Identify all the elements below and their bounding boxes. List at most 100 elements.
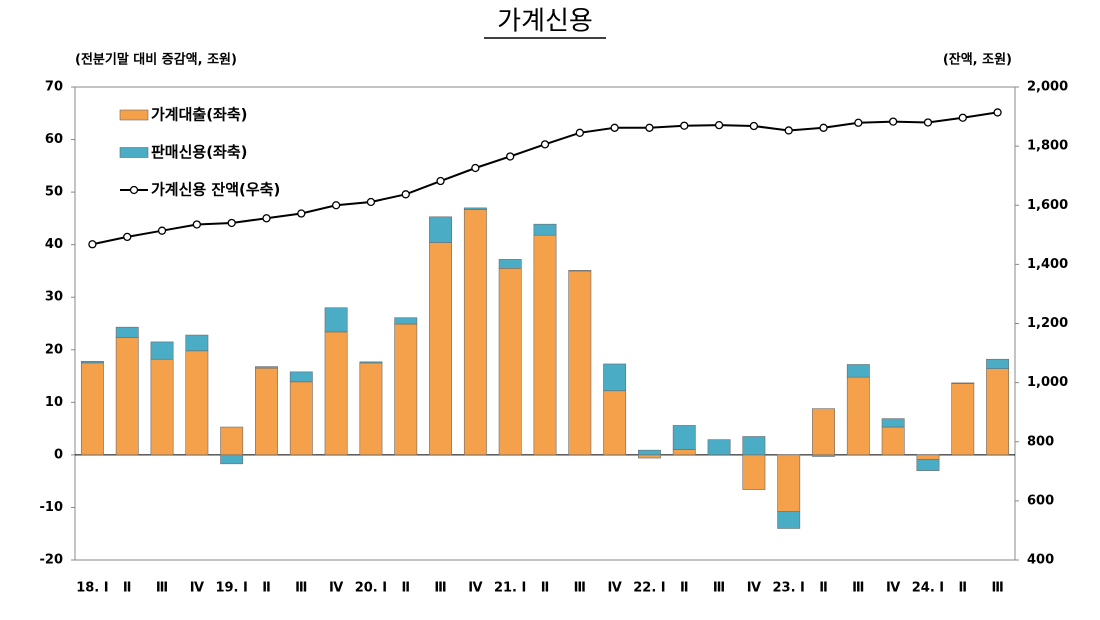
line-marker xyxy=(749,121,759,131)
y-tick-label: 60 xyxy=(45,132,63,147)
y2-axis-title: (잔액, 조원) xyxy=(943,52,1012,68)
chart-title: 가계신용 xyxy=(497,7,593,37)
line-marker xyxy=(123,232,132,242)
line-marker xyxy=(923,118,933,127)
y-tick-label: 0 xyxy=(54,447,63,462)
line-marker xyxy=(401,190,410,199)
y2-tick-label: 1,800 xyxy=(1027,139,1068,154)
bar xyxy=(951,383,975,456)
y2-tick-label: 800 xyxy=(1027,434,1054,449)
bar xyxy=(185,334,209,352)
line-marker xyxy=(506,152,515,161)
line-marker xyxy=(784,126,793,135)
line-marker xyxy=(610,123,619,132)
y2-tick-label: 400 xyxy=(1027,553,1054,568)
bar xyxy=(533,234,557,456)
bar xyxy=(150,358,174,456)
y-tick-label: 70 xyxy=(45,80,63,95)
line-marker xyxy=(645,123,654,132)
line-marker xyxy=(88,240,97,249)
x-tick-label: 19. Ⅰ xyxy=(215,581,247,596)
y-tick-label: -10 xyxy=(40,500,64,515)
bar xyxy=(289,381,313,456)
bar xyxy=(742,436,766,456)
legend-swatch xyxy=(119,147,149,158)
bar xyxy=(846,376,870,456)
x-tick-label: 20. Ⅰ xyxy=(355,581,387,596)
bar xyxy=(986,368,1010,456)
line-marker xyxy=(297,209,306,218)
legend-marker xyxy=(129,185,139,195)
bar xyxy=(498,268,522,456)
line-marker xyxy=(993,108,1002,117)
bar xyxy=(881,426,905,456)
bar xyxy=(115,337,139,456)
bar xyxy=(394,323,418,456)
x-tick-label: 22. Ⅰ xyxy=(633,581,665,596)
x-tick-label: Ⅱ xyxy=(401,581,410,596)
bar xyxy=(846,364,870,378)
x-tick-label: Ⅱ xyxy=(262,581,271,596)
bar xyxy=(185,350,209,456)
bar xyxy=(568,270,592,272)
bar xyxy=(324,307,348,333)
bar xyxy=(672,449,696,456)
line-marker xyxy=(157,226,167,235)
bar xyxy=(777,511,801,529)
x-tick-label: Ⅱ xyxy=(958,581,967,596)
x-tick-label: Ⅳ xyxy=(747,581,762,596)
bar xyxy=(463,209,487,456)
x-tick-label: Ⅳ xyxy=(190,581,205,596)
line-marker xyxy=(331,201,341,210)
line-marker xyxy=(714,120,724,130)
x-tick-label: Ⅲ xyxy=(991,581,1003,596)
bar xyxy=(533,223,557,236)
legend-label: 판매신용(좌축) xyxy=(151,143,248,161)
x-tick-label: 24. Ⅰ xyxy=(912,581,944,596)
bar xyxy=(463,207,487,210)
line-marker xyxy=(888,117,898,126)
bar xyxy=(707,439,731,456)
legend-label: 가계신용 잔액(우축) xyxy=(151,181,280,199)
bar xyxy=(150,341,174,360)
bar xyxy=(220,454,244,465)
bar xyxy=(672,425,696,450)
bar xyxy=(986,358,1010,369)
bar xyxy=(429,216,452,243)
y2-tick-label: 1,000 xyxy=(1027,375,1068,390)
x-tick-label: Ⅲ xyxy=(295,581,307,596)
bar xyxy=(638,454,661,459)
line-marker xyxy=(262,214,271,223)
x-tick-label: Ⅳ xyxy=(886,581,901,596)
bar xyxy=(359,361,383,364)
bar xyxy=(638,449,661,456)
bar xyxy=(255,367,278,456)
x-tick-label: Ⅲ xyxy=(574,581,586,596)
y-tick-label: 40 xyxy=(45,237,63,252)
line-marker xyxy=(854,118,863,127)
y-tick-label: -20 xyxy=(40,553,64,568)
y-tick-label: 50 xyxy=(45,185,63,200)
line-marker xyxy=(366,197,376,207)
bar xyxy=(951,382,975,384)
bar xyxy=(812,408,835,456)
bar xyxy=(289,371,313,383)
x-tick-label: 18. Ⅰ xyxy=(76,581,108,596)
legend-label: 가계대출(좌축) xyxy=(151,106,248,124)
line-marker xyxy=(680,121,689,130)
line-marker xyxy=(227,218,236,228)
line-marker xyxy=(540,140,550,149)
bar xyxy=(394,317,418,325)
bar xyxy=(255,366,278,369)
line-marker xyxy=(819,123,828,132)
bar xyxy=(80,361,104,364)
x-tick-label: 21. Ⅰ xyxy=(494,581,526,596)
bar xyxy=(498,259,522,269)
bar xyxy=(742,454,766,490)
bar xyxy=(359,362,383,456)
x-tick-label: Ⅲ xyxy=(713,581,725,596)
bar xyxy=(603,390,627,456)
x-tick-label: Ⅱ xyxy=(123,581,132,596)
x-tick-label: Ⅲ xyxy=(434,581,446,596)
line-marker xyxy=(471,163,480,173)
